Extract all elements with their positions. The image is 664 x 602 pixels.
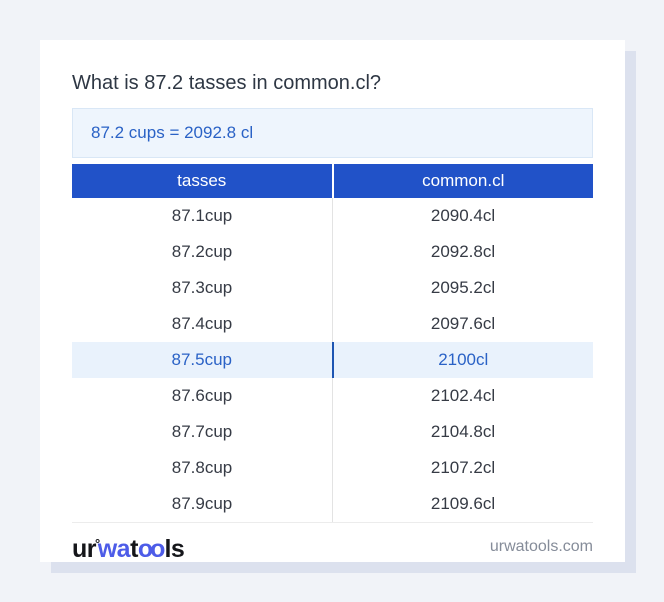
footer: ur°watools urwatools.com xyxy=(72,530,593,563)
table-row[interactable]: 87.8cup 2107.2cl xyxy=(72,450,593,486)
table-cell: 2104.8cl xyxy=(332,414,593,450)
table-row[interactable]: 87.9cup 2109.6cl xyxy=(72,486,593,522)
table-row[interactable]: 87.6cup 2102.4cl xyxy=(72,378,593,414)
table-row[interactable]: 87.4cup 2097.6cl xyxy=(72,306,593,342)
table-cell: 87.7cup xyxy=(171,422,233,441)
result-text: 87.2 cups = 2092.8 cl xyxy=(91,123,254,142)
table-row-highlighted[interactable]: 87.5cup 2100cl xyxy=(72,342,593,378)
table-cell: 2100cl xyxy=(331,342,594,378)
table-body: 87.1cup 2090.4cl 87.2cup 2092.8cl 87.3cup 209… xyxy=(72,198,593,522)
table-cell: 87.8cup xyxy=(171,458,233,477)
logo-text-oo: oo xyxy=(137,535,165,563)
table-cell: 87.6cup xyxy=(171,386,233,405)
table-row[interactable]: 87.7cup 2104.8cl xyxy=(72,414,593,450)
logo-text-ur: ur xyxy=(72,535,97,563)
page-title: What is 87.2 tasses in common.cl? xyxy=(72,72,382,94)
table-header: tasses common.cl xyxy=(72,164,593,198)
table-cell: 2109.6cl xyxy=(332,486,593,522)
table-cell: 87.1cup xyxy=(171,206,233,225)
table-cell: 87.5cup xyxy=(171,350,233,369)
table-cell: 2090.4cl xyxy=(332,198,593,234)
table-cell: 87.9cup xyxy=(171,494,233,513)
table-row[interactable]: 87.3cup 2095.2cl xyxy=(72,270,593,306)
urwatools-logo[interactable]: ur°watools xyxy=(72,530,185,563)
table-cell: 87.4cup xyxy=(171,314,233,333)
table-cell: 87.2cup xyxy=(171,242,233,261)
table-cell: 2102.4cl xyxy=(332,378,593,414)
table-cell: 87.3cup xyxy=(171,278,233,297)
logo-text-t: t xyxy=(130,535,138,563)
header-cell-common-cl: common.cl xyxy=(331,164,594,198)
table-cell: 2092.8cl xyxy=(332,234,593,270)
logo-ring-icon: ° xyxy=(95,536,100,551)
site-url: urwatools.com xyxy=(489,537,593,555)
table-cell: 2107.2cl xyxy=(332,450,593,486)
table-row[interactable]: 87.1cup 2090.4cl xyxy=(72,198,593,234)
table-cell: 2095.2cl xyxy=(332,270,593,306)
conversion-card: What is 87.2 tasses in common.cl? 87.2 c… xyxy=(40,40,625,563)
table-row[interactable]: 87.2cup 2092.8cl xyxy=(72,234,593,270)
logo-text-wa: wa xyxy=(97,535,131,563)
table-cell: 2097.6cl xyxy=(332,306,593,342)
result-box: 87.2 cups = 2092.8 cl xyxy=(72,108,593,158)
header-cell-tasses: tasses xyxy=(177,171,227,190)
logo-text-ls: ls xyxy=(164,535,185,563)
conversion-table: tasses common.cl 87.1cup 2090.4cl 87.2cup 2… xyxy=(72,164,593,523)
